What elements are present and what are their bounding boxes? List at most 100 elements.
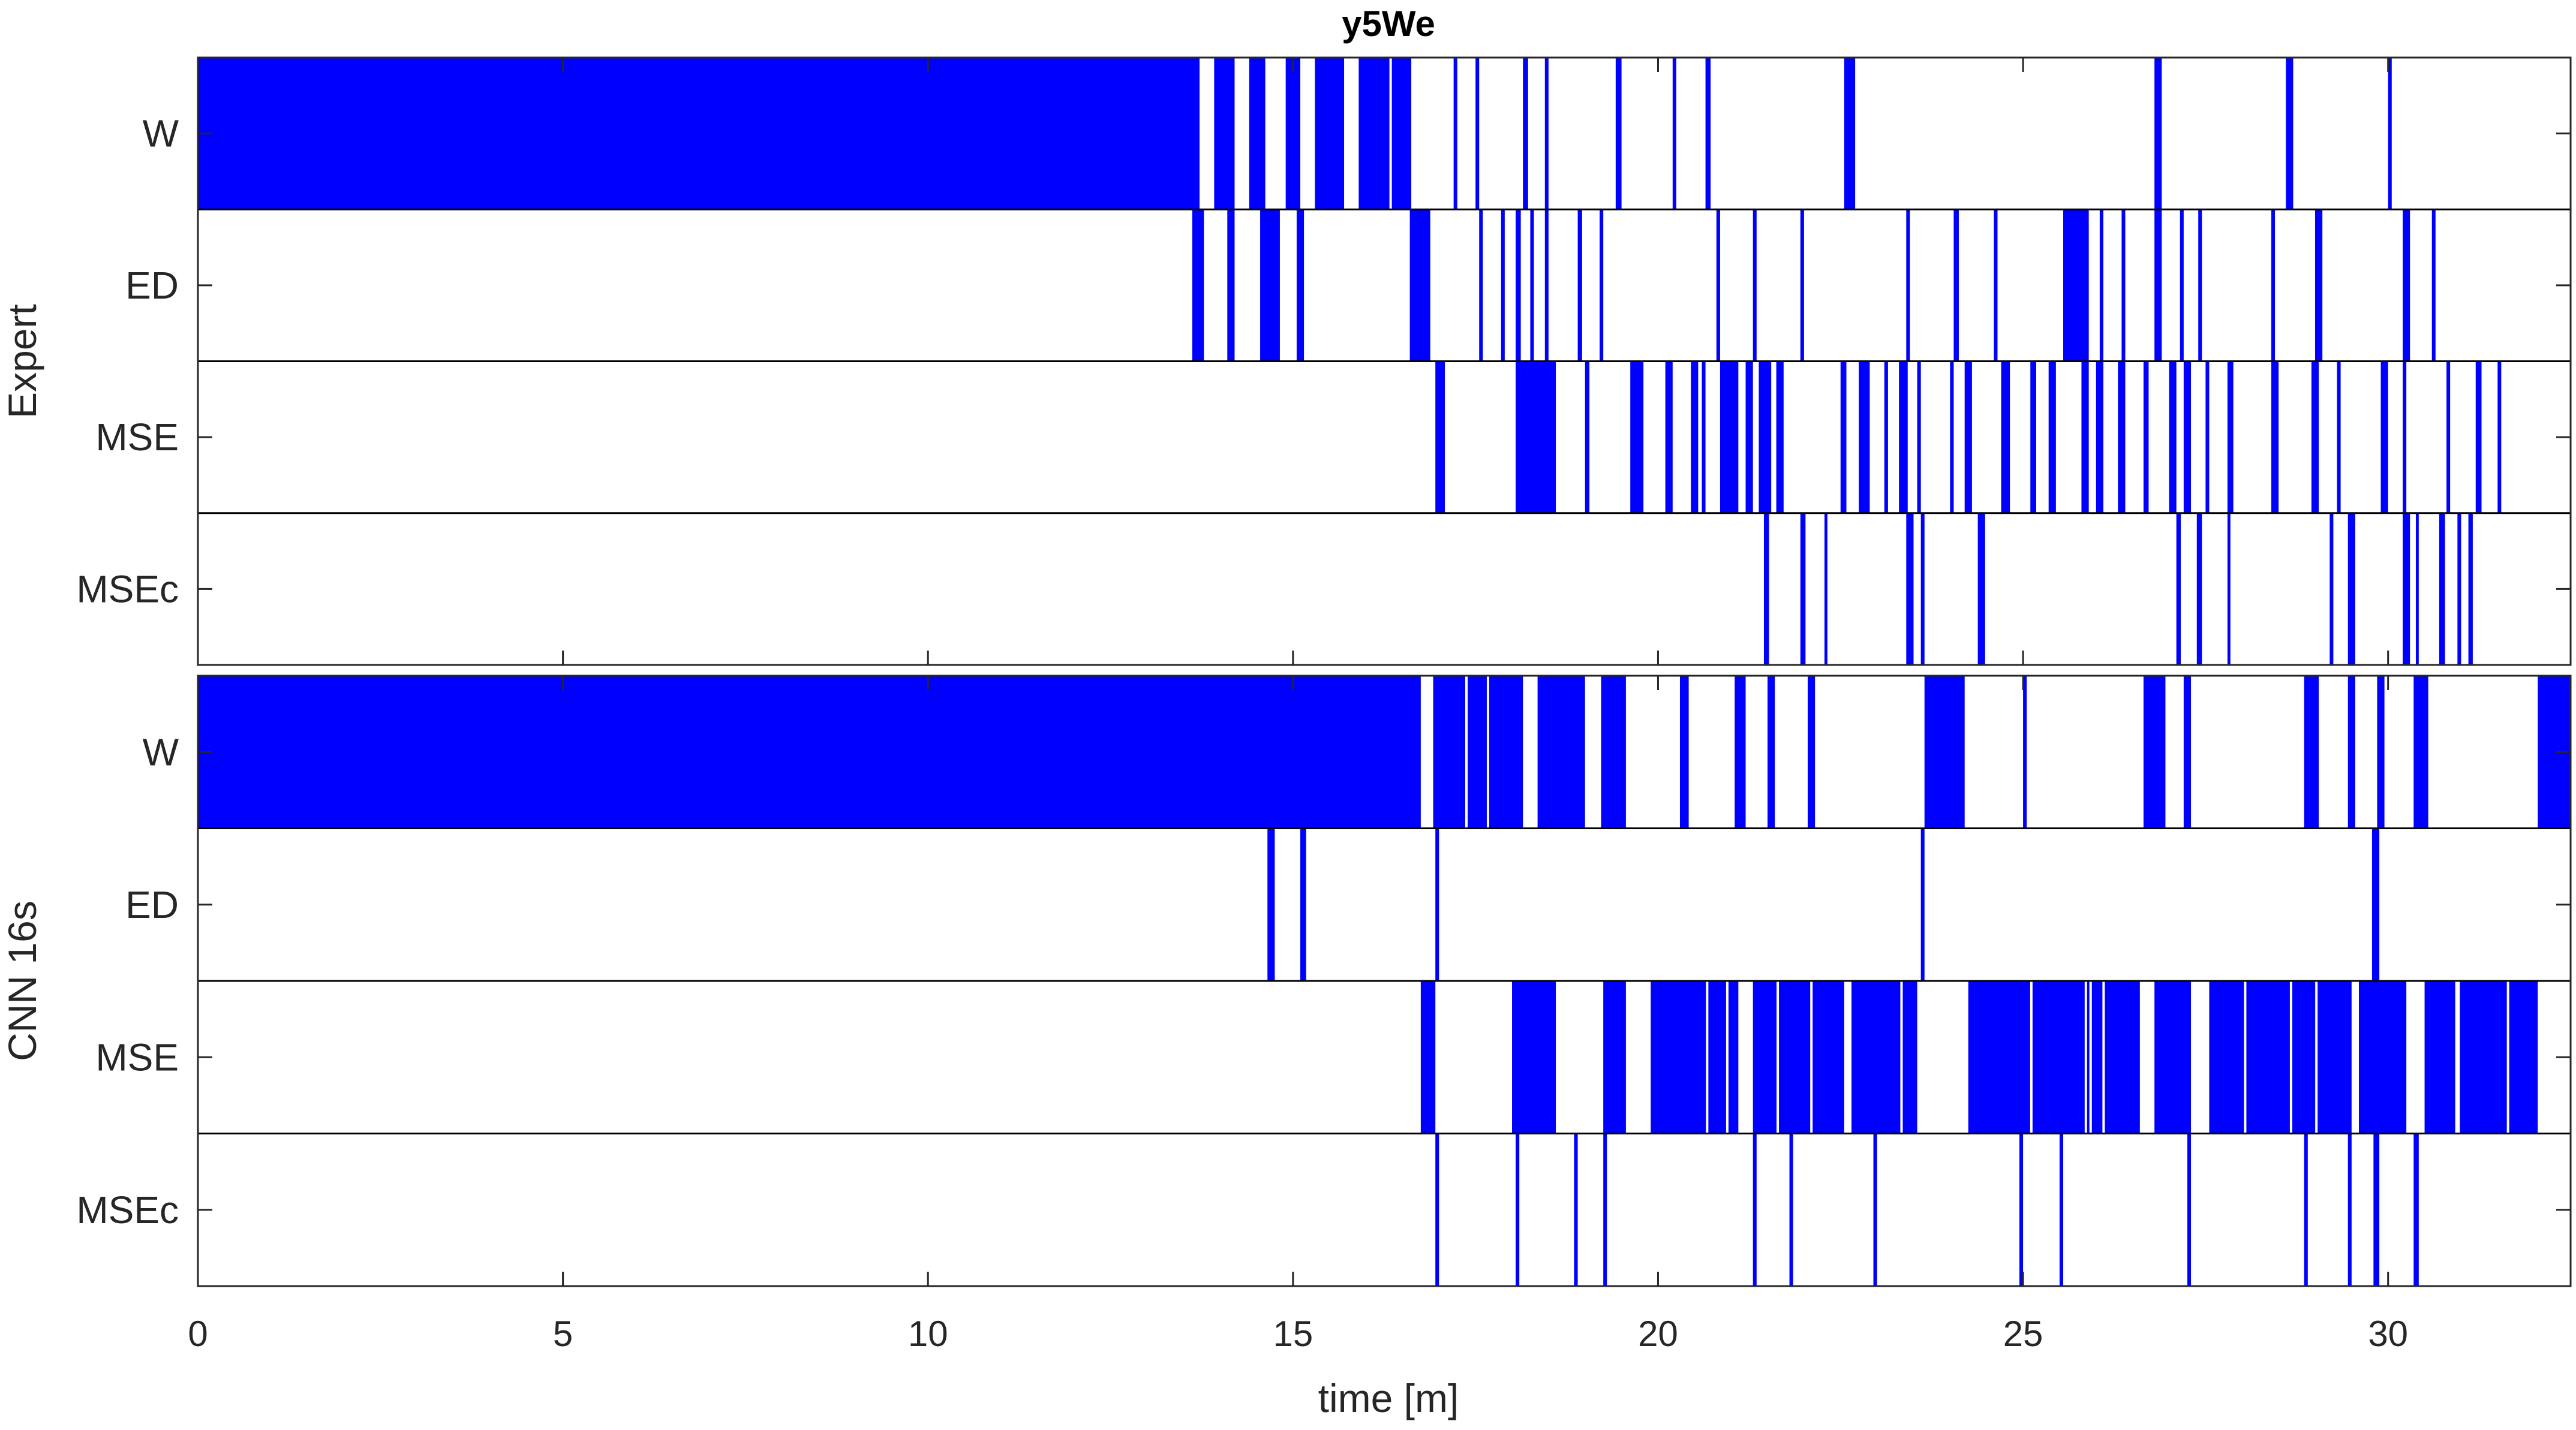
event-bar xyxy=(1512,981,1556,1134)
event-bar xyxy=(2403,513,2410,665)
event-bar xyxy=(2457,513,2461,665)
event-gap xyxy=(2089,981,2092,1134)
event-bar xyxy=(2475,361,2482,513)
event-bar xyxy=(1906,209,1910,362)
event-gap xyxy=(1810,981,1813,1134)
event-bar xyxy=(1523,58,1528,210)
event-bar xyxy=(1702,361,1706,513)
event-bar xyxy=(2183,361,2192,513)
event-bar xyxy=(2413,676,2428,829)
event-bar xyxy=(2023,676,2027,829)
x-tick-label: 10 xyxy=(908,1314,948,1354)
event-bar xyxy=(2271,209,2276,362)
event-bar xyxy=(2359,981,2407,1134)
event-bar xyxy=(1705,58,1711,210)
event-bar xyxy=(2403,361,2407,513)
event-gap xyxy=(1900,981,1903,1134)
event-bar xyxy=(1435,361,1445,513)
event-gap xyxy=(1726,981,1729,1134)
event-bar xyxy=(1530,209,1534,362)
event-bar xyxy=(2205,361,2210,513)
event-bar xyxy=(1501,209,1505,362)
event-bar xyxy=(1435,828,1439,981)
event-bar xyxy=(1296,209,1304,362)
panel-frame xyxy=(197,675,2572,1287)
event-bar xyxy=(2315,209,2323,362)
event-bar xyxy=(2169,361,2177,513)
x-tick-label: 0 xyxy=(188,1314,208,1354)
event-bar xyxy=(1516,361,1556,513)
row-label-mse: MSE xyxy=(95,416,179,459)
event-bar xyxy=(1759,361,1772,513)
event-bar xyxy=(1267,828,1275,981)
event-bar xyxy=(1906,513,1914,665)
event-bar xyxy=(1800,513,1806,665)
event-bar xyxy=(1844,58,1856,210)
event-bar xyxy=(198,58,1200,210)
group-label-0: Expert xyxy=(0,304,44,419)
event-bar xyxy=(2227,513,2231,665)
event-bar xyxy=(1651,981,1739,1134)
event-bar xyxy=(1227,209,1235,362)
event-bar xyxy=(2187,1133,2192,1286)
event-bar xyxy=(1691,361,1699,513)
event-gap xyxy=(2289,981,2292,1134)
row-label-w: W xyxy=(143,112,179,155)
event-bar xyxy=(1899,361,1908,513)
event-bar xyxy=(2196,513,2202,665)
event-bar xyxy=(1260,209,1280,362)
event-bar xyxy=(2431,209,2436,362)
event-bar xyxy=(1479,209,1483,362)
event-bar xyxy=(2286,58,2294,210)
event-gap xyxy=(2506,981,2509,1134)
event-bar xyxy=(2347,1133,2352,1286)
event-gap xyxy=(2084,981,2087,1134)
event-bar xyxy=(2081,361,2089,513)
event-bar xyxy=(2099,209,2103,362)
event-bar xyxy=(1574,1133,1578,1286)
event-bar xyxy=(2424,981,2538,1134)
event-bar xyxy=(1300,828,1306,981)
event-bar xyxy=(2048,361,2056,513)
event-bar xyxy=(1873,1133,1877,1286)
row-label-msec: MSEc xyxy=(76,567,179,610)
event-bar xyxy=(2446,361,2451,513)
event-gap xyxy=(1389,58,1392,210)
event-gap xyxy=(1486,676,1489,829)
event-bar xyxy=(1544,209,1549,362)
event-bar xyxy=(1753,209,1757,362)
event-bar xyxy=(1789,1133,1793,1286)
event-bar xyxy=(2096,361,2103,513)
x-axis-label: time [m] xyxy=(1318,1376,1459,1420)
event-bar xyxy=(2121,209,2126,362)
event-bar xyxy=(1753,1133,1757,1286)
event-bar xyxy=(1716,209,1720,362)
row-label-msec: MSEc xyxy=(76,1188,179,1232)
event-bar xyxy=(1603,981,1626,1134)
event-bar xyxy=(2118,361,2126,513)
event-bar xyxy=(1884,361,1888,513)
event-bar xyxy=(1672,58,1676,210)
event-bar xyxy=(1745,361,1753,513)
row-label-ed: ED xyxy=(125,883,179,926)
event-bar xyxy=(2154,981,2192,1134)
event-gap xyxy=(1465,676,1468,829)
event-bar xyxy=(1285,58,1301,210)
x-tick-label: 15 xyxy=(1273,1314,1313,1354)
event-bar xyxy=(1920,513,1925,665)
event-bar xyxy=(2209,981,2352,1134)
event-bar xyxy=(2373,1133,2380,1286)
event-bar xyxy=(1720,361,1739,513)
group-label-1: CNN 16s xyxy=(0,901,44,1061)
event-bar xyxy=(2154,58,2162,210)
event-bar xyxy=(1214,58,1235,210)
event-gap xyxy=(2315,981,2318,1134)
event-bar xyxy=(1859,361,1870,513)
event-bar xyxy=(2271,361,2279,513)
event-bar xyxy=(1601,676,1626,829)
chart-title: y5We xyxy=(1342,4,1435,44)
event-bar xyxy=(2030,361,2036,513)
event-bar xyxy=(1475,58,1480,210)
event-bar xyxy=(2176,513,2181,665)
